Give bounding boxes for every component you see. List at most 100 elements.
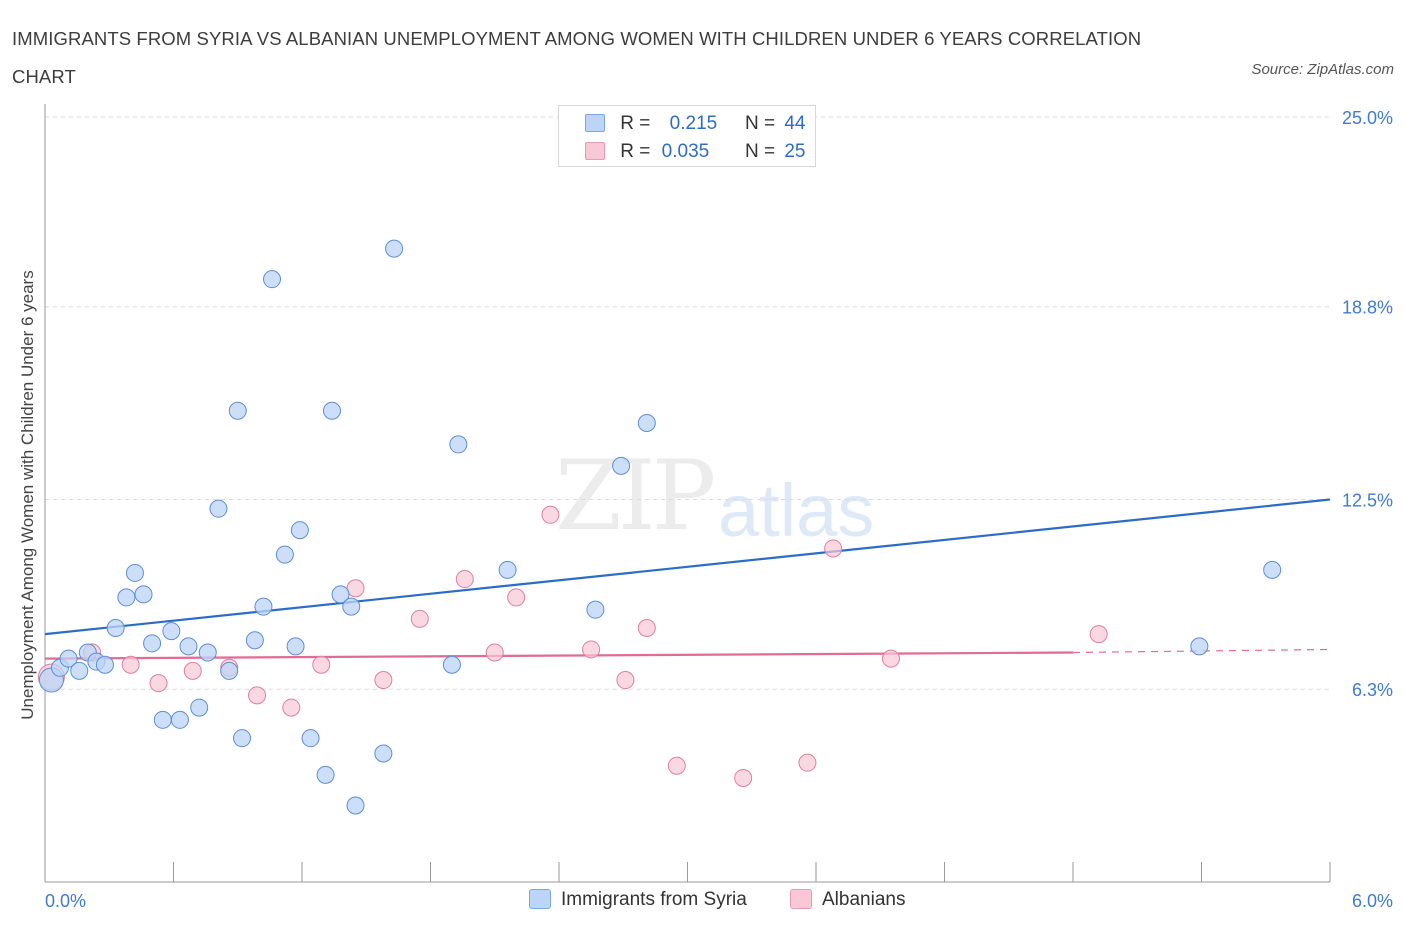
syria-point <box>245 631 264 650</box>
albanians-trend-extension <box>1072 648 1331 654</box>
syria-point <box>254 597 273 616</box>
syria-point <box>637 414 656 432</box>
syria-point <box>198 643 217 662</box>
syria-point <box>233 729 252 748</box>
syria-point <box>70 661 89 680</box>
syria-point <box>220 661 239 680</box>
albanians-point <box>541 505 560 524</box>
albanians-point <box>312 655 331 674</box>
syria-point <box>190 698 209 717</box>
x-tick-label: 6.0% <box>1352 891 1393 911</box>
syria-point <box>134 585 153 604</box>
y-tick-label: 12.5% <box>1342 491 1393 511</box>
syria-point <box>162 622 181 641</box>
albanians-swatch <box>790 889 812 909</box>
syria-point <box>498 560 517 579</box>
syria-point <box>449 435 468 454</box>
albanians-point <box>183 661 202 680</box>
legend-n-value: 25 <box>784 141 806 162</box>
syria-swatch <box>585 114 605 132</box>
albanians-point <box>121 655 140 674</box>
watermark-atlas: atlas <box>718 469 875 552</box>
syria-point <box>342 597 361 616</box>
legend-r-label: R = <box>620 141 651 162</box>
syria-point <box>290 521 309 540</box>
syria-point <box>346 796 365 815</box>
syria-point <box>1263 560 1282 579</box>
albanians-point <box>637 619 656 638</box>
albanians-point <box>582 640 601 659</box>
albanians-point <box>149 674 168 693</box>
syria-point <box>179 637 198 656</box>
syria-point <box>275 545 294 564</box>
syria-point <box>301 729 320 748</box>
legend-item-albanians[interactable]: Albanians <box>790 889 905 911</box>
syria-point <box>286 637 305 656</box>
x-tick-label: 0.0% <box>45 891 86 911</box>
albanians-point <box>455 570 474 589</box>
syria-point <box>153 710 172 729</box>
syria-point <box>228 401 247 420</box>
syria-point <box>1190 637 1209 656</box>
albanians-point <box>1089 625 1108 644</box>
y-tick-label: 25.0% <box>1342 108 1393 128</box>
albanians-point <box>734 768 753 787</box>
albanians-point <box>282 698 301 717</box>
syria-trend-line <box>44 498 1331 636</box>
legend-n-label: N = <box>744 113 776 134</box>
legend-r-value: 0.215 <box>669 113 718 134</box>
source-label: Source: ZipAtlas.com <box>1251 61 1394 78</box>
legend-r-label: R = <box>620 113 651 134</box>
albanians-point <box>410 609 429 628</box>
legend-n-value: 44 <box>784 113 806 134</box>
syria-point <box>106 619 125 638</box>
syria-point <box>331 585 350 604</box>
albanians-point <box>824 539 843 558</box>
albanians-point <box>374 671 393 690</box>
tick-labels: 6.3% 12.5% 18.8% 25.0% 0.0% 6.0% <box>45 108 1393 911</box>
chart-title: IMMIGRANTS FROM SYRIA VS ALBANIAN UNEMPL… <box>12 28 1142 87</box>
albanians-point <box>485 643 504 662</box>
legend-r-value: 0.035 <box>661 141 710 162</box>
data-points <box>37 239 1282 815</box>
albanians-point <box>507 588 526 607</box>
albanians-point <box>248 686 267 705</box>
syria-point <box>322 401 341 420</box>
syria-point <box>117 588 136 607</box>
watermark-zip: ZIP <box>555 440 716 552</box>
syria-point <box>586 600 605 619</box>
series-legend: Immigrants from Syria Albanians <box>0 889 1406 915</box>
legend-row-albanians: R = 0.035 N = 25 <box>585 141 805 165</box>
syria-point <box>374 744 393 763</box>
syria-point <box>125 563 144 582</box>
correlation-legend: R = 0.215 N = 44 R = 0.035 N = 25 <box>558 105 816 167</box>
syria-point <box>385 239 404 258</box>
syria-point <box>170 710 189 729</box>
legend-n-label: N = <box>744 141 776 162</box>
syria-point <box>95 655 114 674</box>
legend-item-syria[interactable]: Immigrants from Syria <box>529 889 747 911</box>
legend-label-albanians: Albanians <box>822 889 906 910</box>
y-tick-label: 18.8% <box>1342 298 1393 318</box>
albanians-point <box>616 671 635 690</box>
albanians-point <box>346 579 365 598</box>
albanians-swatch <box>585 142 605 160</box>
syria-point <box>612 456 631 475</box>
legend-row-syria: R = 0.215 N = 44 <box>585 113 805 137</box>
legend-label-syria: Immigrants from Syria <box>561 889 747 910</box>
syria-swatch <box>529 889 551 909</box>
syria-point <box>59 649 78 668</box>
albanians-point <box>798 753 817 772</box>
y-tick-label: 6.3% <box>1352 680 1393 700</box>
syria-point <box>316 765 335 784</box>
albanians-point <box>881 649 900 668</box>
albanians-point <box>667 756 686 775</box>
albanians-trend-line <box>44 651 1074 660</box>
syria-point <box>263 270 282 289</box>
trend-lines <box>44 498 1331 660</box>
syria-point <box>209 499 228 518</box>
axes <box>44 104 1331 883</box>
syria-point <box>143 634 162 653</box>
syria-point <box>442 655 461 674</box>
